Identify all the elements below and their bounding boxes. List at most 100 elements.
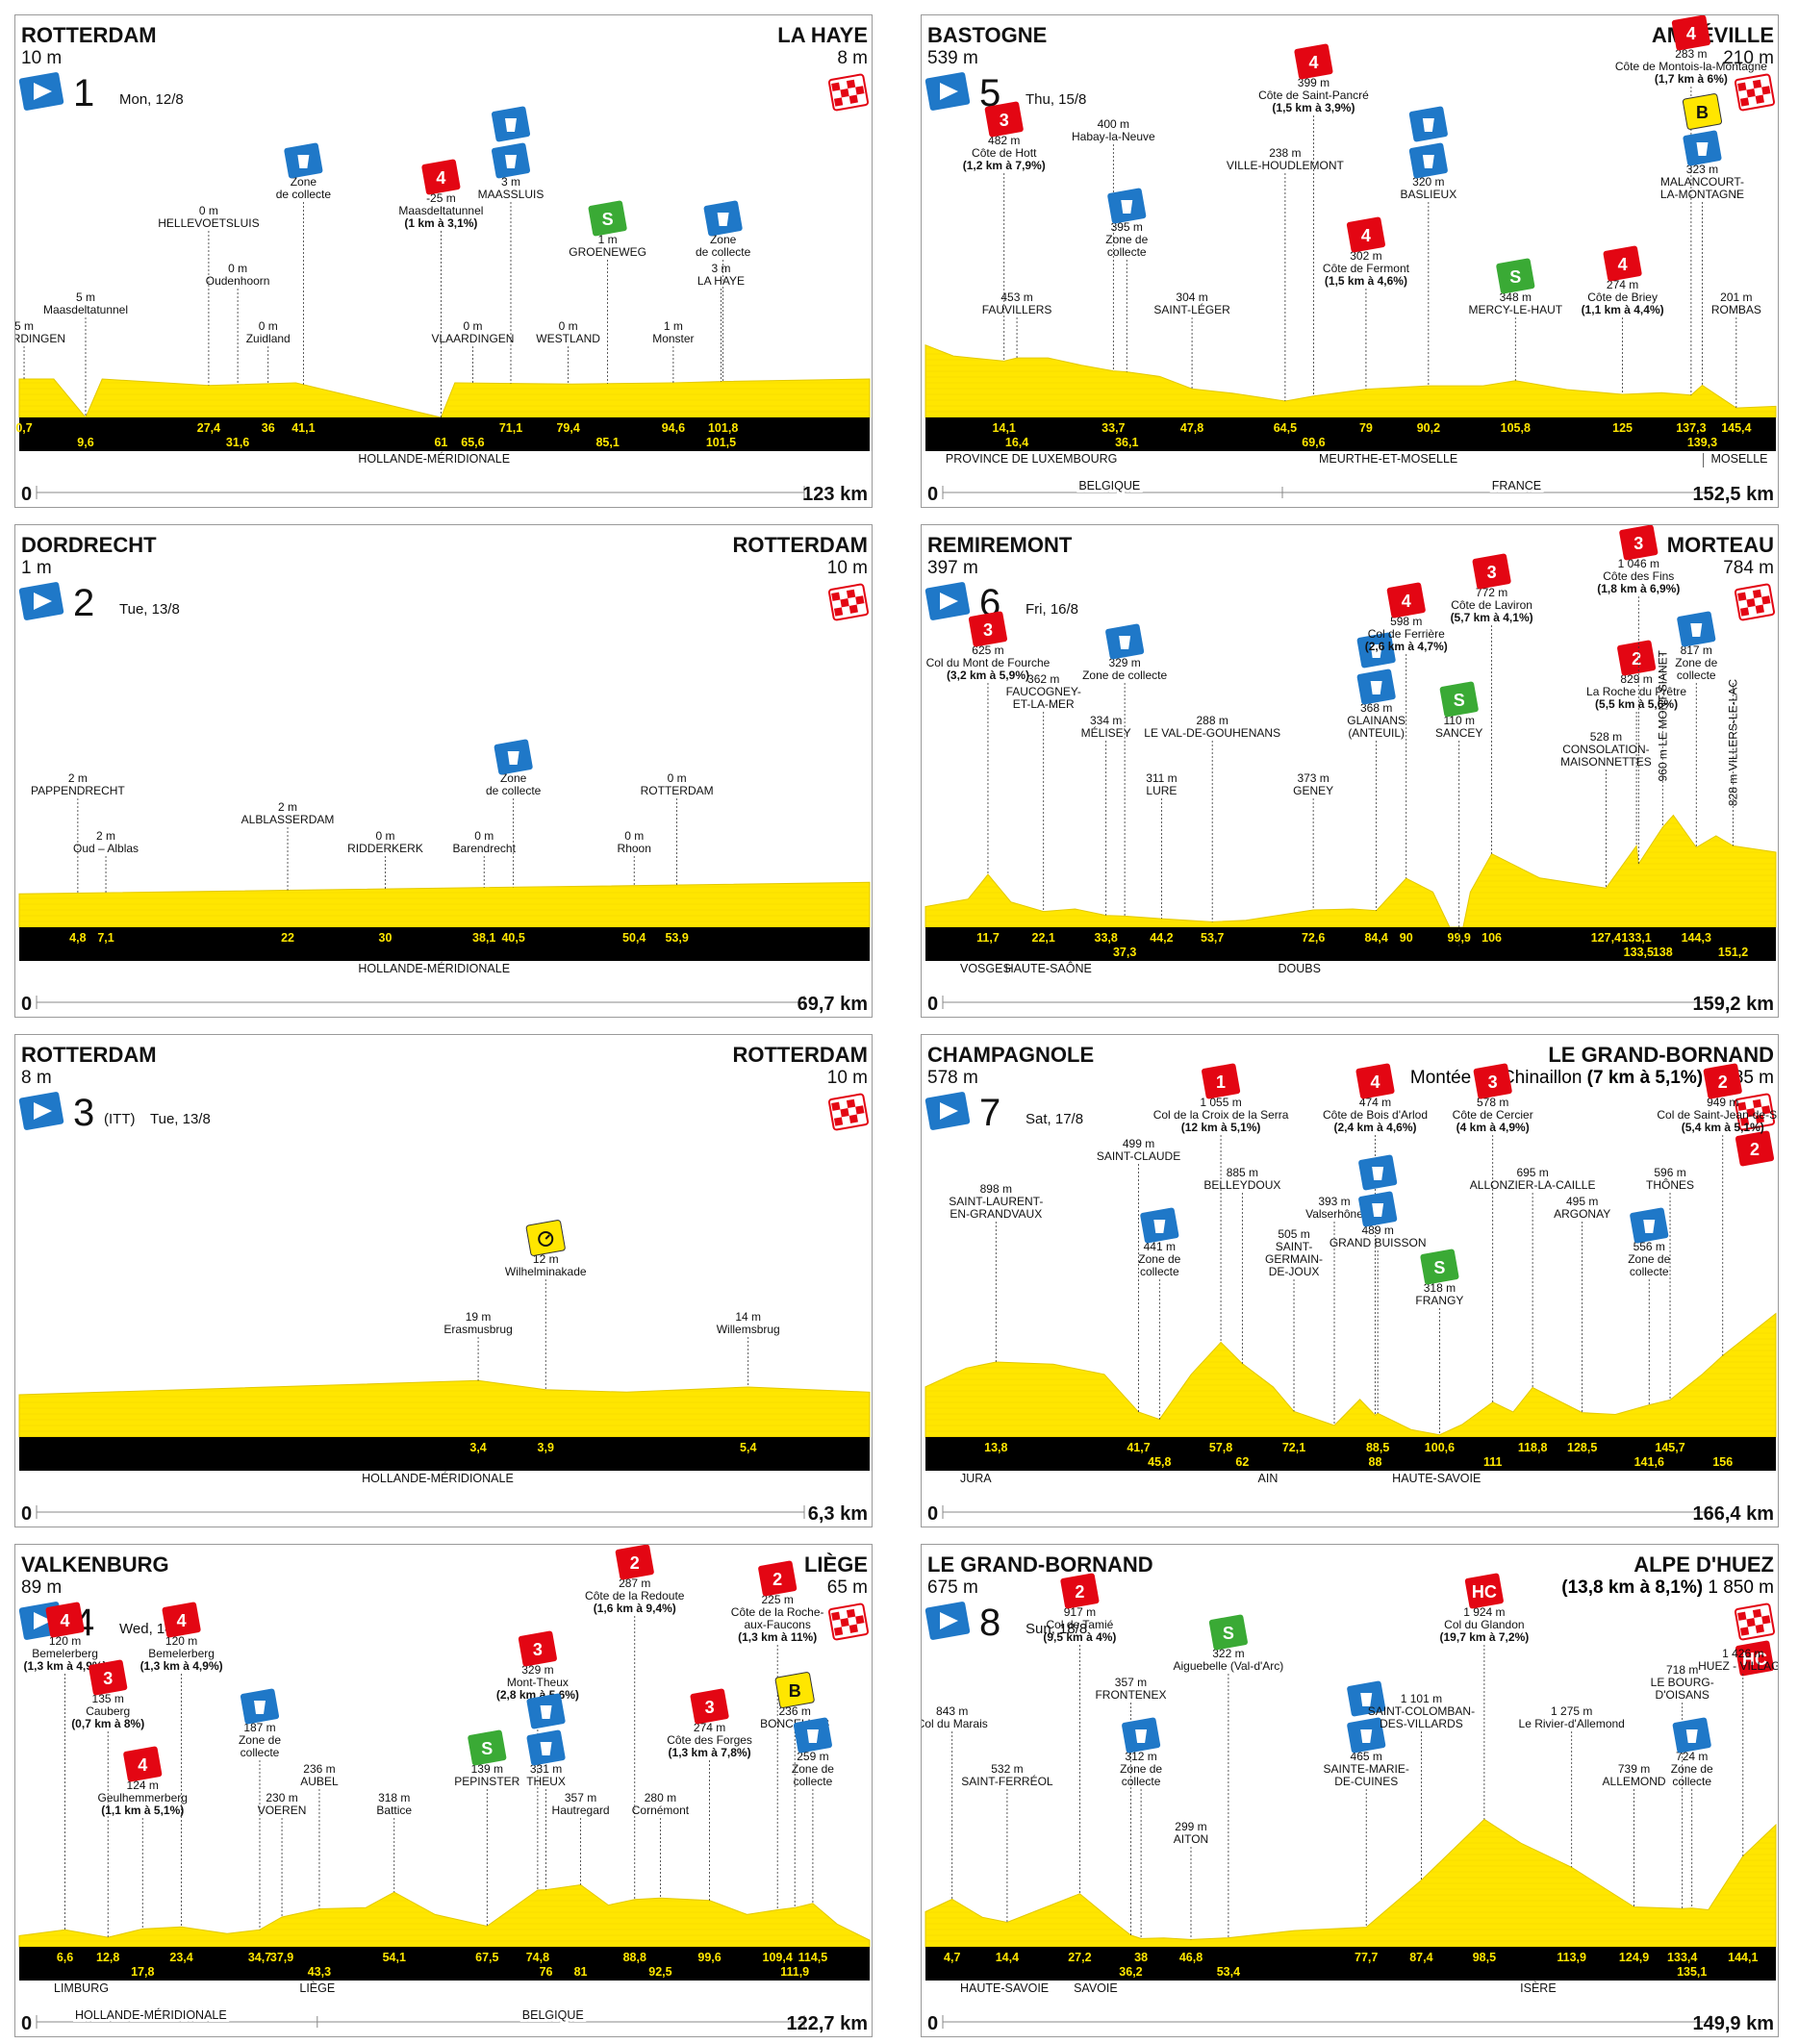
kom-category-3-icon: 3	[89, 1659, 128, 1696]
poi-climb-stats: (1,1 km à 4,4%)	[1582, 303, 1664, 316]
km-marker: 138	[1653, 946, 1673, 959]
poi-label: 598 m	[1390, 615, 1422, 628]
distance-zero: 0	[927, 484, 938, 505]
feed-zone-icon	[1408, 142, 1448, 179]
region-label: DOUBS	[1278, 962, 1320, 975]
finish-altitude: 8 m	[837, 48, 868, 68]
kom-category-2-icon: 2	[1703, 1063, 1742, 1099]
start-arrow-icon	[924, 1602, 971, 1640]
distance-zero: 0	[927, 994, 938, 1015]
poi-label: 1 055 m	[1200, 1096, 1241, 1109]
poi-label: HELLEVOETSLUIS	[158, 216, 259, 230]
poi-label: Col du Glandon	[1444, 1618, 1524, 1631]
km-marker: 81	[574, 1965, 588, 1979]
region-label: ISÈRE	[1520, 1981, 1557, 1995]
stage-date: Tue, 13/8	[119, 601, 180, 618]
sprint-letter: S	[1454, 691, 1465, 710]
poi-label: 453 m	[1000, 290, 1032, 304]
poi-label: 318 m	[1424, 1281, 1456, 1295]
region-label: BELGIQUE	[522, 2008, 584, 2022]
poi-label: Erasmusbrug	[443, 1323, 512, 1336]
poi-label: LURE	[1146, 784, 1177, 797]
feed-zone-icon	[1683, 130, 1722, 166]
poi-label: ALBLASSERDAM	[241, 813, 335, 826]
kom-category-text: 4	[1370, 1072, 1380, 1092]
poi-label: Zone de	[239, 1733, 281, 1747]
poi-label: 0 m	[474, 829, 494, 843]
kom-category-hc-icon: HC	[1735, 1640, 1775, 1677]
stage-date: Sun, 18/8	[1026, 1621, 1087, 1637]
kom-category-text: 4	[138, 1755, 147, 1775]
elevation-profile	[18, 1883, 871, 1948]
km-marker: 137,3	[1676, 421, 1706, 435]
region-label: HOLLANDE-MÉRIDIONALE	[358, 451, 510, 466]
poi-label: FRONTENEX	[1095, 1688, 1166, 1702]
distance-zero: 0	[927, 2013, 938, 2034]
km-marker: 99,6	[697, 1951, 721, 1964]
poi-climb-stats: (1 km à 3,1%)	[404, 216, 477, 230]
km-marker: 23,4	[169, 1951, 192, 1964]
stage-number: 7	[979, 1092, 1000, 1134]
kom-category-2-icon: 2	[1735, 1130, 1775, 1167]
poi-label: Col de Saint-Jean-de-Sixt	[1657, 1108, 1779, 1122]
poi-label: ROTTERDAM	[641, 784, 714, 797]
km-marker: 72,6	[1302, 931, 1325, 945]
km-marker: 139,3	[1687, 436, 1717, 449]
poi-label: 2 m	[68, 771, 88, 785]
km-marker: 144,1	[1728, 1951, 1758, 1964]
sprint-letter: S	[602, 210, 614, 229]
kom-category-text: 4	[1402, 592, 1411, 611]
poi-label: 829 m	[1620, 672, 1652, 686]
km-marker: 37,3	[1113, 946, 1136, 959]
poi-label: Côte de Montois-la-Montagne	[1615, 60, 1767, 73]
poi-label: Col du Marais	[922, 1717, 988, 1730]
poi-label: 695 m	[1516, 1166, 1548, 1179]
kom-category-text: 2	[630, 1553, 640, 1573]
km-band	[19, 927, 870, 961]
poi-label: Aiguebelle (Val-d'Arc)	[1174, 1659, 1284, 1673]
feed-zone-icon	[1358, 1154, 1398, 1191]
poi-label: HUEZ - VILLAGE	[1698, 1659, 1779, 1673]
poi-label: Battice	[376, 1804, 412, 1817]
km-marker: 71,1	[499, 421, 522, 435]
km-marker: 114,5	[798, 1951, 828, 1964]
poi-label: VLAARDINGEN	[15, 332, 65, 345]
kom-category-text: 3	[1487, 563, 1497, 582]
poi-label: 5 m	[15, 319, 34, 333]
poi-label: Bemelerberg	[32, 1647, 98, 1660]
km-marker: 41,1	[291, 421, 315, 435]
total-distance: 6,3 km	[808, 1503, 868, 1525]
km-band	[925, 1437, 1776, 1471]
finish-flag-icon	[1734, 73, 1776, 112]
km-marker: 111,9	[780, 1965, 809, 1979]
km-marker: 3,4	[469, 1441, 486, 1454]
poi-label: 373 m	[1297, 771, 1329, 785]
region-label: MEURTHE-ET-MOSELLE	[1319, 452, 1457, 466]
km-marker: 11,7	[976, 931, 1000, 945]
region-label: HOLLANDE-MÉRIDIONALE	[75, 2007, 227, 2022]
poi-label: Côte de la Redoute	[585, 1589, 685, 1602]
km-band	[925, 1947, 1776, 1981]
km-marker: 133,4	[1667, 1951, 1697, 1964]
poi-climb-stats: (1,1 km à 5,1%)	[101, 1804, 184, 1817]
poi-label: 302 m	[1350, 249, 1381, 263]
feed-zone-icon	[1347, 1680, 1386, 1717]
poi-label: Zone	[710, 233, 737, 246]
kom-category-4-icon: 4	[1603, 245, 1642, 282]
km-marker: 38	[1134, 1951, 1148, 1964]
bonus-point-icon: B	[1682, 93, 1723, 130]
poi-label: 230 m	[266, 1791, 297, 1804]
km-marker: 85,1	[595, 436, 619, 449]
poi-label: 14 m	[735, 1310, 761, 1324]
poi-label: 596 m	[1654, 1166, 1685, 1179]
